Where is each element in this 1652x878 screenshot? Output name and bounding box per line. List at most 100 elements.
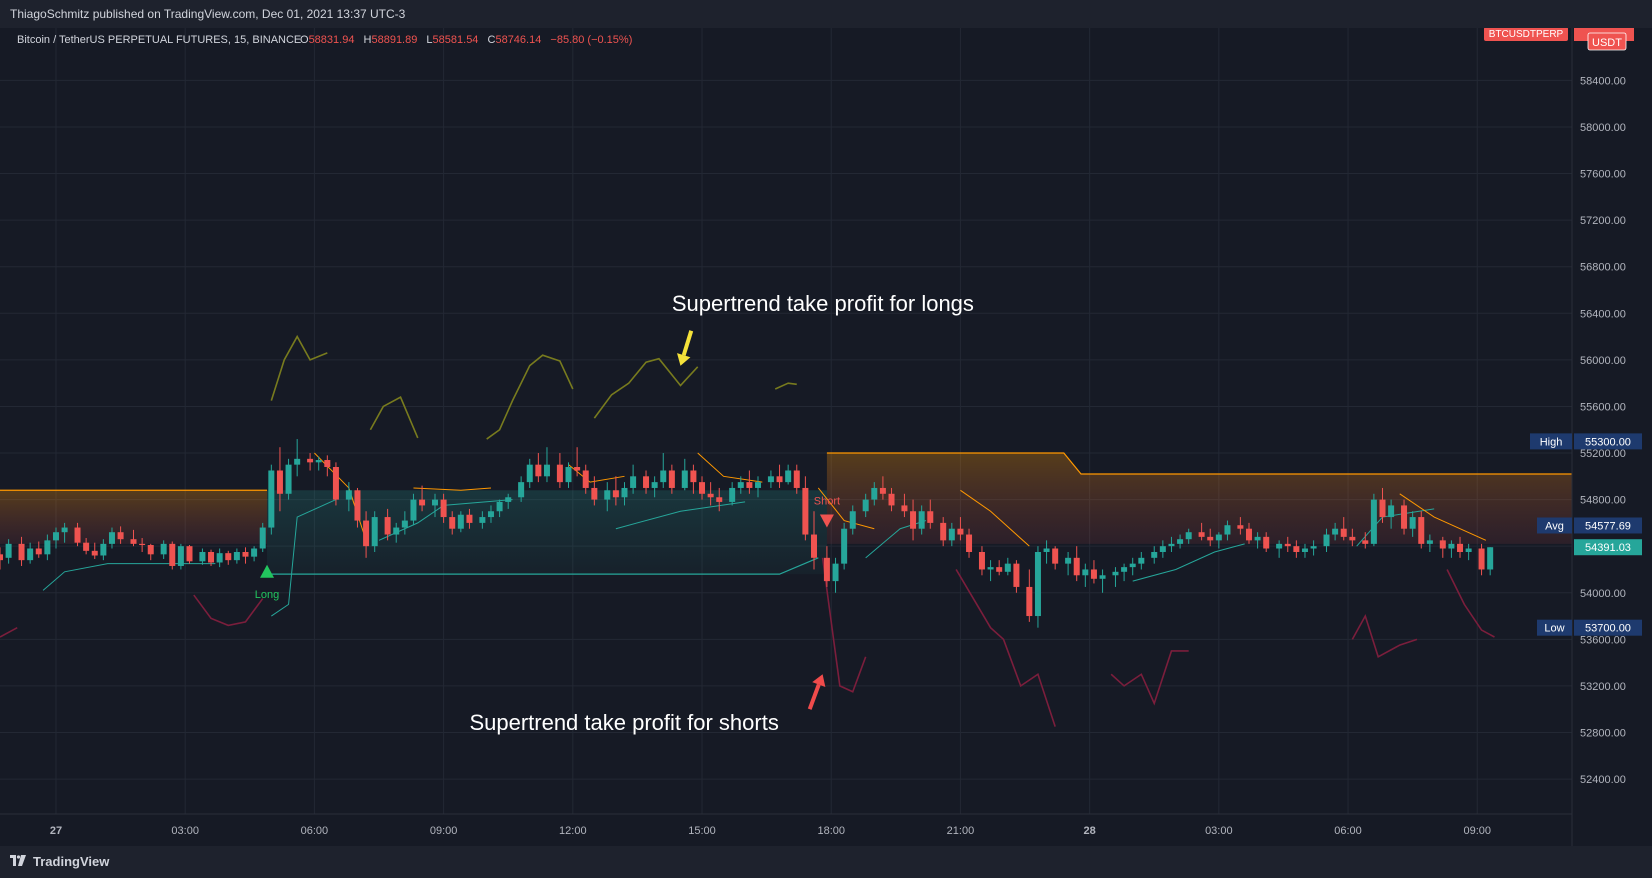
candle-body (18, 543, 25, 561)
candle-body (1151, 552, 1158, 558)
candle-body (1198, 532, 1205, 537)
candle-body (147, 545, 154, 555)
change-value: −85.80 (−0.15%) (550, 34, 632, 46)
candle-body (660, 470, 667, 483)
price-tick-label: 55600.00 (1580, 401, 1626, 413)
candle-body (5, 543, 12, 558)
candle-body (1263, 536, 1270, 549)
tp-short-line-6 (1351, 614, 1418, 658)
close-key: C (488, 34, 496, 46)
candle-body (117, 532, 124, 540)
candle-body (83, 542, 90, 551)
candle-body (1004, 563, 1011, 572)
price-tick-label: 54800.00 (1580, 495, 1626, 507)
candlestick-chart[interactable]: Long Short Supertrend take profit for lon… (0, 27, 1652, 846)
long-signal-arrow (260, 564, 275, 578)
supertrend-lower-line (267, 557, 819, 575)
candle-body (1332, 528, 1339, 535)
chart-background (0, 28, 1652, 846)
candle-body (996, 567, 1003, 572)
candle-body (879, 487, 886, 494)
candle-body (793, 470, 800, 488)
candle-body (746, 482, 753, 488)
fill-zone-short-right (826, 453, 1572, 544)
candle-body (371, 517, 378, 547)
candle-body (276, 470, 283, 494)
price-tick-label: 53600.00 (1580, 634, 1626, 646)
price-markers: 55300.00 High 54577.69 Avg 54391.03 53700.00 L… (1530, 433, 1642, 636)
candle-body (401, 520, 408, 528)
tp-short-line-1 (193, 594, 264, 627)
candle-body (535, 464, 542, 477)
price-marker-name: High (1540, 436, 1563, 448)
candle-body (526, 464, 533, 483)
open-value: 58831.94 (309, 34, 355, 46)
candle-body (737, 482, 744, 488)
candle-body (1370, 499, 1377, 544)
candle-body (1276, 543, 1283, 549)
currency-badge[interactable]: USDT (1592, 37, 1622, 49)
candle-body (294, 458, 301, 465)
candle-body (729, 487, 736, 502)
symbol-badge: BTCUSDTPERP (1489, 29, 1564, 40)
candle-body (556, 464, 563, 483)
candle-body (612, 490, 619, 498)
footer-brand[interactable]: TradingView (33, 854, 110, 869)
candle-body (1362, 540, 1369, 544)
candle-body (233, 552, 240, 561)
symbol-badge-bg (1484, 27, 1568, 41)
candle-body (363, 520, 370, 547)
candle-body (862, 499, 869, 512)
time-tick-label: 27 (50, 825, 62, 837)
supertrend-trailing-up-2 (271, 499, 337, 617)
candle-body (690, 470, 697, 483)
candle-body (776, 476, 783, 483)
candle-body (1138, 557, 1145, 564)
currency-badge-bg[interactable] (1587, 32, 1627, 51)
candle-body (61, 527, 68, 533)
time-tick-label: 18:00 (817, 825, 845, 837)
chart-title: Bitcoin / TetherUS PERPETUAL FUTURES, 15… (17, 34, 301, 46)
annotation-longs-text: Supertrend take profit for longs (672, 291, 974, 316)
tp-long-line-4 (593, 357, 699, 419)
candle-body (251, 548, 258, 557)
candle-body (505, 497, 512, 502)
candle-body (52, 532, 59, 541)
candle-body (74, 527, 81, 543)
candle-body (651, 482, 658, 488)
price-tick-label: 57200.00 (1580, 215, 1626, 227)
candle-body (384, 517, 391, 535)
price-marker-value: 54577.69 (1585, 520, 1631, 532)
tp-short-line-2 (0, 626, 18, 638)
candle-body (1340, 528, 1347, 537)
candle-body (1112, 571, 1119, 576)
chart-area[interactable]: Long Short Supertrend take profit for lon… (0, 27, 1652, 846)
tp-short-line-7 (1446, 569, 1495, 638)
annotation-shorts-arrow-head (812, 674, 826, 688)
supertrend-upper-line (0, 452, 1572, 491)
tp-short-line-4 (955, 569, 1056, 727)
candle-body (285, 464, 292, 494)
high-key: H (364, 34, 372, 46)
candle-body (186, 546, 193, 562)
legend: Bitcoin / TetherUS PERPETUAL FUTURES, 15… (17, 34, 632, 46)
ohlc-values: O58831.94 H58891.89 L58581.54 C58746.14 … (300, 34, 632, 46)
candle-body (0, 554, 3, 561)
candle-body (1310, 546, 1317, 549)
candle-body (410, 499, 417, 521)
price-marker-value: 54391.03 (1585, 542, 1631, 554)
tradingview-logo-icon[interactable] (10, 854, 26, 868)
time-axis[interactable]: 27 03:00 06:00 09:00 12:00 15:00 18:00 21:00 28 0… (50, 825, 1491, 837)
supertrend-trailing-up-6 (1132, 543, 1245, 582)
candle-body (216, 553, 223, 563)
candle-body (1043, 548, 1050, 552)
publish-header: ThiagoSchmitz published on TradingView.c… (0, 0, 1652, 28)
price-tick-label: 55200.00 (1580, 448, 1626, 460)
candle-body (1323, 534, 1330, 547)
candle-body (755, 482, 762, 488)
candle-body (268, 470, 275, 528)
candle-body (466, 514, 473, 523)
price-tick-label: 52800.00 (1580, 727, 1626, 739)
candle-body (1409, 517, 1416, 529)
candle-body (1457, 543, 1464, 552)
